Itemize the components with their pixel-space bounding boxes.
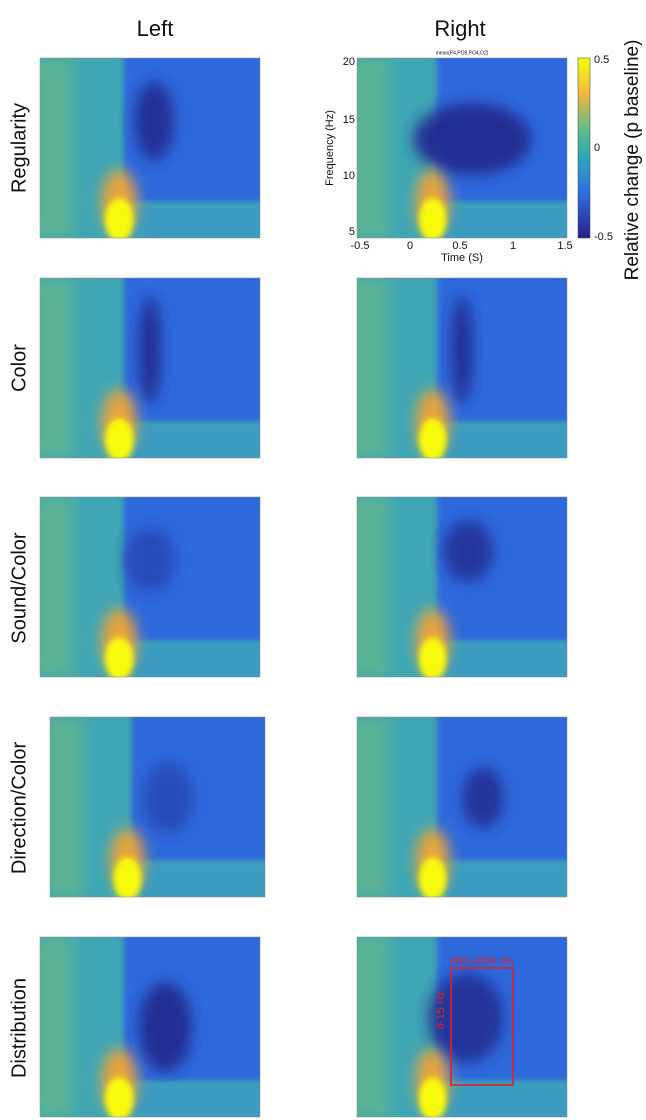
heatmap bbox=[357, 278, 567, 458]
colorbar-label: Relative change (p baseline) bbox=[622, 40, 643, 281]
colorbar bbox=[577, 57, 591, 239]
row-label: Distribution bbox=[8, 978, 30, 1078]
x-tick-label: -0.5 bbox=[351, 240, 370, 252]
y-tick-label: 10 bbox=[343, 170, 355, 182]
heatmap bbox=[40, 937, 260, 1117]
colorbar-tick-label: 0.5 bbox=[594, 54, 609, 66]
y-tick-label: 15 bbox=[343, 114, 355, 126]
y-tick-label: 20 bbox=[343, 56, 355, 68]
roi-box bbox=[450, 967, 514, 1086]
panel-frame bbox=[39, 496, 261, 678]
row-label: Direction/Color bbox=[8, 742, 30, 875]
x-axis-label: Time (S) bbox=[441, 252, 483, 264]
heatmap bbox=[357, 717, 567, 897]
roi-time: 400-1000 ms bbox=[450, 955, 515, 967]
y-tick-label: 5 bbox=[349, 226, 355, 238]
panel-frame bbox=[356, 496, 568, 678]
panel-frame bbox=[39, 57, 261, 239]
heatmap bbox=[40, 58, 260, 238]
row-label: Color bbox=[8, 344, 30, 392]
x-tick-label: 0 bbox=[407, 240, 413, 252]
heatmap bbox=[357, 497, 567, 677]
panel-frame bbox=[39, 277, 261, 459]
heatmap bbox=[40, 497, 260, 677]
row-label: Sound/Color bbox=[8, 532, 30, 644]
panel-frame bbox=[39, 936, 261, 1118]
panel-frame bbox=[356, 716, 568, 898]
column-title: Left bbox=[137, 16, 174, 41]
heatmap bbox=[50, 717, 265, 897]
colorbar-tick-label: 0 bbox=[594, 142, 600, 154]
column-title: Right bbox=[434, 16, 485, 41]
heatmap bbox=[40, 278, 260, 458]
panel-frame bbox=[356, 936, 568, 1118]
x-tick-label: 1.5 bbox=[557, 240, 572, 252]
panel-frame bbox=[356, 277, 568, 459]
panel-frame bbox=[49, 716, 266, 898]
heatmap bbox=[357, 937, 567, 1117]
panel-frame bbox=[356, 57, 568, 239]
plot-title: mean(P4,PO8,PO4,O2) bbox=[436, 50, 489, 56]
x-tick-label: 1 bbox=[510, 240, 516, 252]
row-label: Regularity bbox=[8, 103, 30, 193]
heatmap bbox=[357, 58, 567, 238]
roi-frequency: 8-15 Hz bbox=[435, 991, 447, 1030]
y-axis-label: Frequency (Hz) bbox=[324, 110, 336, 186]
x-tick-label: 0.5 bbox=[452, 240, 467, 252]
colorbar-tick-label: -0.5 bbox=[594, 231, 613, 243]
